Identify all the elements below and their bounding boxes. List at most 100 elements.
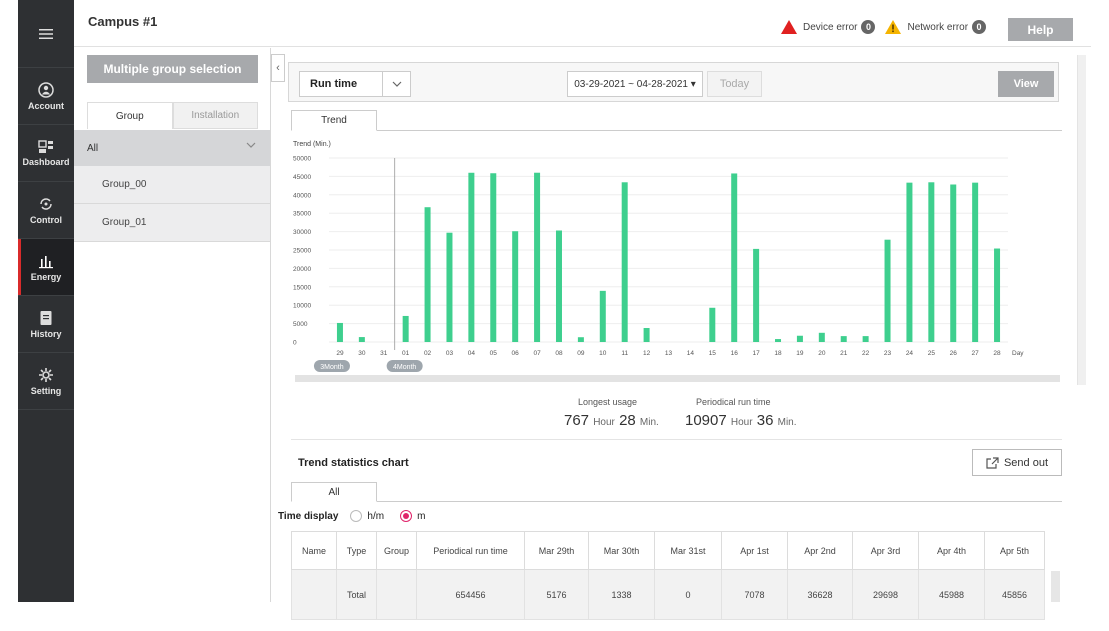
tab-all[interactable]: All (291, 482, 377, 502)
sidebar-item-account[interactable]: Account (18, 68, 74, 125)
table-column-header[interactable]: Mar 29th (524, 531, 589, 570)
bar (446, 232, 453, 342)
tab-group[interactable]: Group (87, 102, 173, 129)
usage-summary: Longest usage 767 Hour 28 Min. Periodica… (285, 395, 1079, 435)
bar (994, 248, 1001, 342)
month-marker-label: 4Month (393, 364, 416, 371)
table-column-header[interactable]: Apr 2nd (787, 531, 853, 570)
sidebar-item-energy[interactable]: Energy (18, 239, 74, 296)
table-cell: 0 (654, 569, 722, 620)
account-icon (38, 81, 54, 98)
y-tick-label: 50000 (293, 156, 311, 163)
x-tick-label: 13 (665, 350, 673, 357)
y-tick-label: 20000 (293, 266, 311, 273)
main-scrollbar[interactable] (1077, 55, 1086, 385)
bar (753, 248, 760, 342)
radio-hm-label: h/m (367, 510, 385, 522)
radio-hm[interactable] (350, 510, 363, 522)
date-range-picker[interactable]: 03-29-2021 ~ 04-28-2021 ▾ (567, 71, 703, 97)
sidebar-item-setting[interactable]: Setting (18, 353, 74, 410)
sidebar-item-label: Dashboard (22, 156, 70, 167)
hamburger-icon (39, 28, 53, 39)
time-display-options: Time display h/m m (278, 510, 425, 522)
sidebar-item-label: Control (30, 214, 62, 225)
table-column-header[interactable]: Apr 5th (984, 531, 1045, 570)
longest-usage-value: 767 Hour 28 Min. (564, 412, 659, 429)
hamburger-menu-button[interactable] (18, 0, 74, 68)
table-cell: 29698 (852, 569, 919, 620)
table-column-header[interactable]: Apr 3rd (852, 531, 919, 570)
table-column-header[interactable]: Apr 1st (721, 531, 788, 570)
table-column-header[interactable]: Group (376, 531, 417, 570)
tab-divider (291, 501, 1062, 502)
network-error-count[interactable]: 0 (972, 20, 987, 34)
sidebar-item-label: Energy (30, 271, 62, 282)
x-tick-label: 21 (840, 350, 848, 357)
device-error-count[interactable]: 0 (861, 20, 876, 34)
x-tick-label: 19 (796, 350, 804, 357)
chevron-left-icon: ‹ (276, 62, 280, 74)
group-all-row[interactable]: All (74, 130, 270, 166)
tab-trend[interactable]: Trend (291, 110, 377, 131)
section-divider (291, 439, 1062, 440)
longest-usage-minutes: 28 (619, 412, 636, 429)
sidebar-item-control[interactable]: Control (18, 182, 74, 239)
group-panel: Multiple group selection Group Installat… (74, 48, 271, 602)
bar (840, 336, 847, 342)
radio-m[interactable] (400, 510, 413, 522)
group-item[interactable]: Group_01 (74, 204, 270, 242)
metric-select-value: Run time (310, 78, 358, 90)
bar (731, 173, 738, 342)
table-scrollbar[interactable] (1051, 571, 1060, 602)
multiple-group-selection-button[interactable]: Multiple group selection (87, 55, 258, 83)
table-column-header[interactable]: Type (336, 531, 377, 570)
bar (972, 182, 979, 342)
longest-usage-hours: 767 (564, 412, 590, 429)
group-item[interactable]: Group_00 (74, 166, 270, 204)
table-column-header[interactable]: Name (291, 531, 337, 570)
bar (402, 315, 409, 342)
bar (709, 307, 716, 342)
tab-installation[interactable]: Installation (172, 102, 258, 129)
x-tick-label: 22 (862, 350, 870, 357)
table-row: Total 654456 5176 1338 0 7078 36628 29698 45988 4… (291, 569, 1045, 620)
chart-scrollbar (295, 375, 1060, 382)
x-tick-label: 20 (818, 350, 826, 357)
sidebar-item-history[interactable]: History (18, 296, 74, 353)
x-tick-label: 29 (336, 350, 344, 357)
bar (818, 332, 825, 342)
send-out-button[interactable]: Send out (972, 449, 1062, 476)
sidebar-item-dashboard[interactable]: Dashboard (18, 125, 74, 182)
bar (621, 182, 628, 342)
x-tick-label: 01 (402, 350, 410, 357)
view-button[interactable]: View (998, 71, 1054, 97)
bar (358, 337, 365, 342)
metric-select[interactable]: Run time (299, 71, 411, 97)
bar (577, 337, 584, 342)
bar (468, 172, 475, 342)
y-tick-label: 30000 (293, 229, 311, 236)
today-button[interactable]: Today (707, 71, 762, 97)
table-column-header[interactable]: Apr 4th (918, 531, 985, 570)
group-all-label: All (87, 142, 99, 154)
x-tick-label: 27 (972, 350, 980, 357)
x-tick-label: 24 (906, 350, 914, 357)
chevron-down-icon (382, 72, 410, 96)
help-button[interactable]: Help (1008, 18, 1073, 41)
x-tick-label: 18 (774, 350, 782, 357)
trend-chart: Trend (Min.) 0 5000 10000 15000 20000 25000 300… (291, 138, 1062, 384)
x-tick-label: 28 (993, 350, 1001, 357)
collapse-panel-button[interactable]: ‹ (271, 54, 285, 82)
radio-m-label: m (417, 510, 426, 522)
x-tick-label: 12 (643, 350, 651, 357)
bar (534, 172, 541, 342)
periodical-run-time-label: Periodical run time (696, 397, 771, 407)
table-column-header[interactable]: Periodical run time (416, 531, 525, 570)
bar (884, 239, 891, 342)
table-column-header[interactable]: Mar 30th (588, 531, 655, 570)
table-column-header[interactable]: Mar 31st (654, 531, 722, 570)
bar (862, 336, 869, 342)
y-axis-label: Trend (Min.) (293, 141, 331, 148)
table-cell: 45856 (984, 569, 1045, 620)
